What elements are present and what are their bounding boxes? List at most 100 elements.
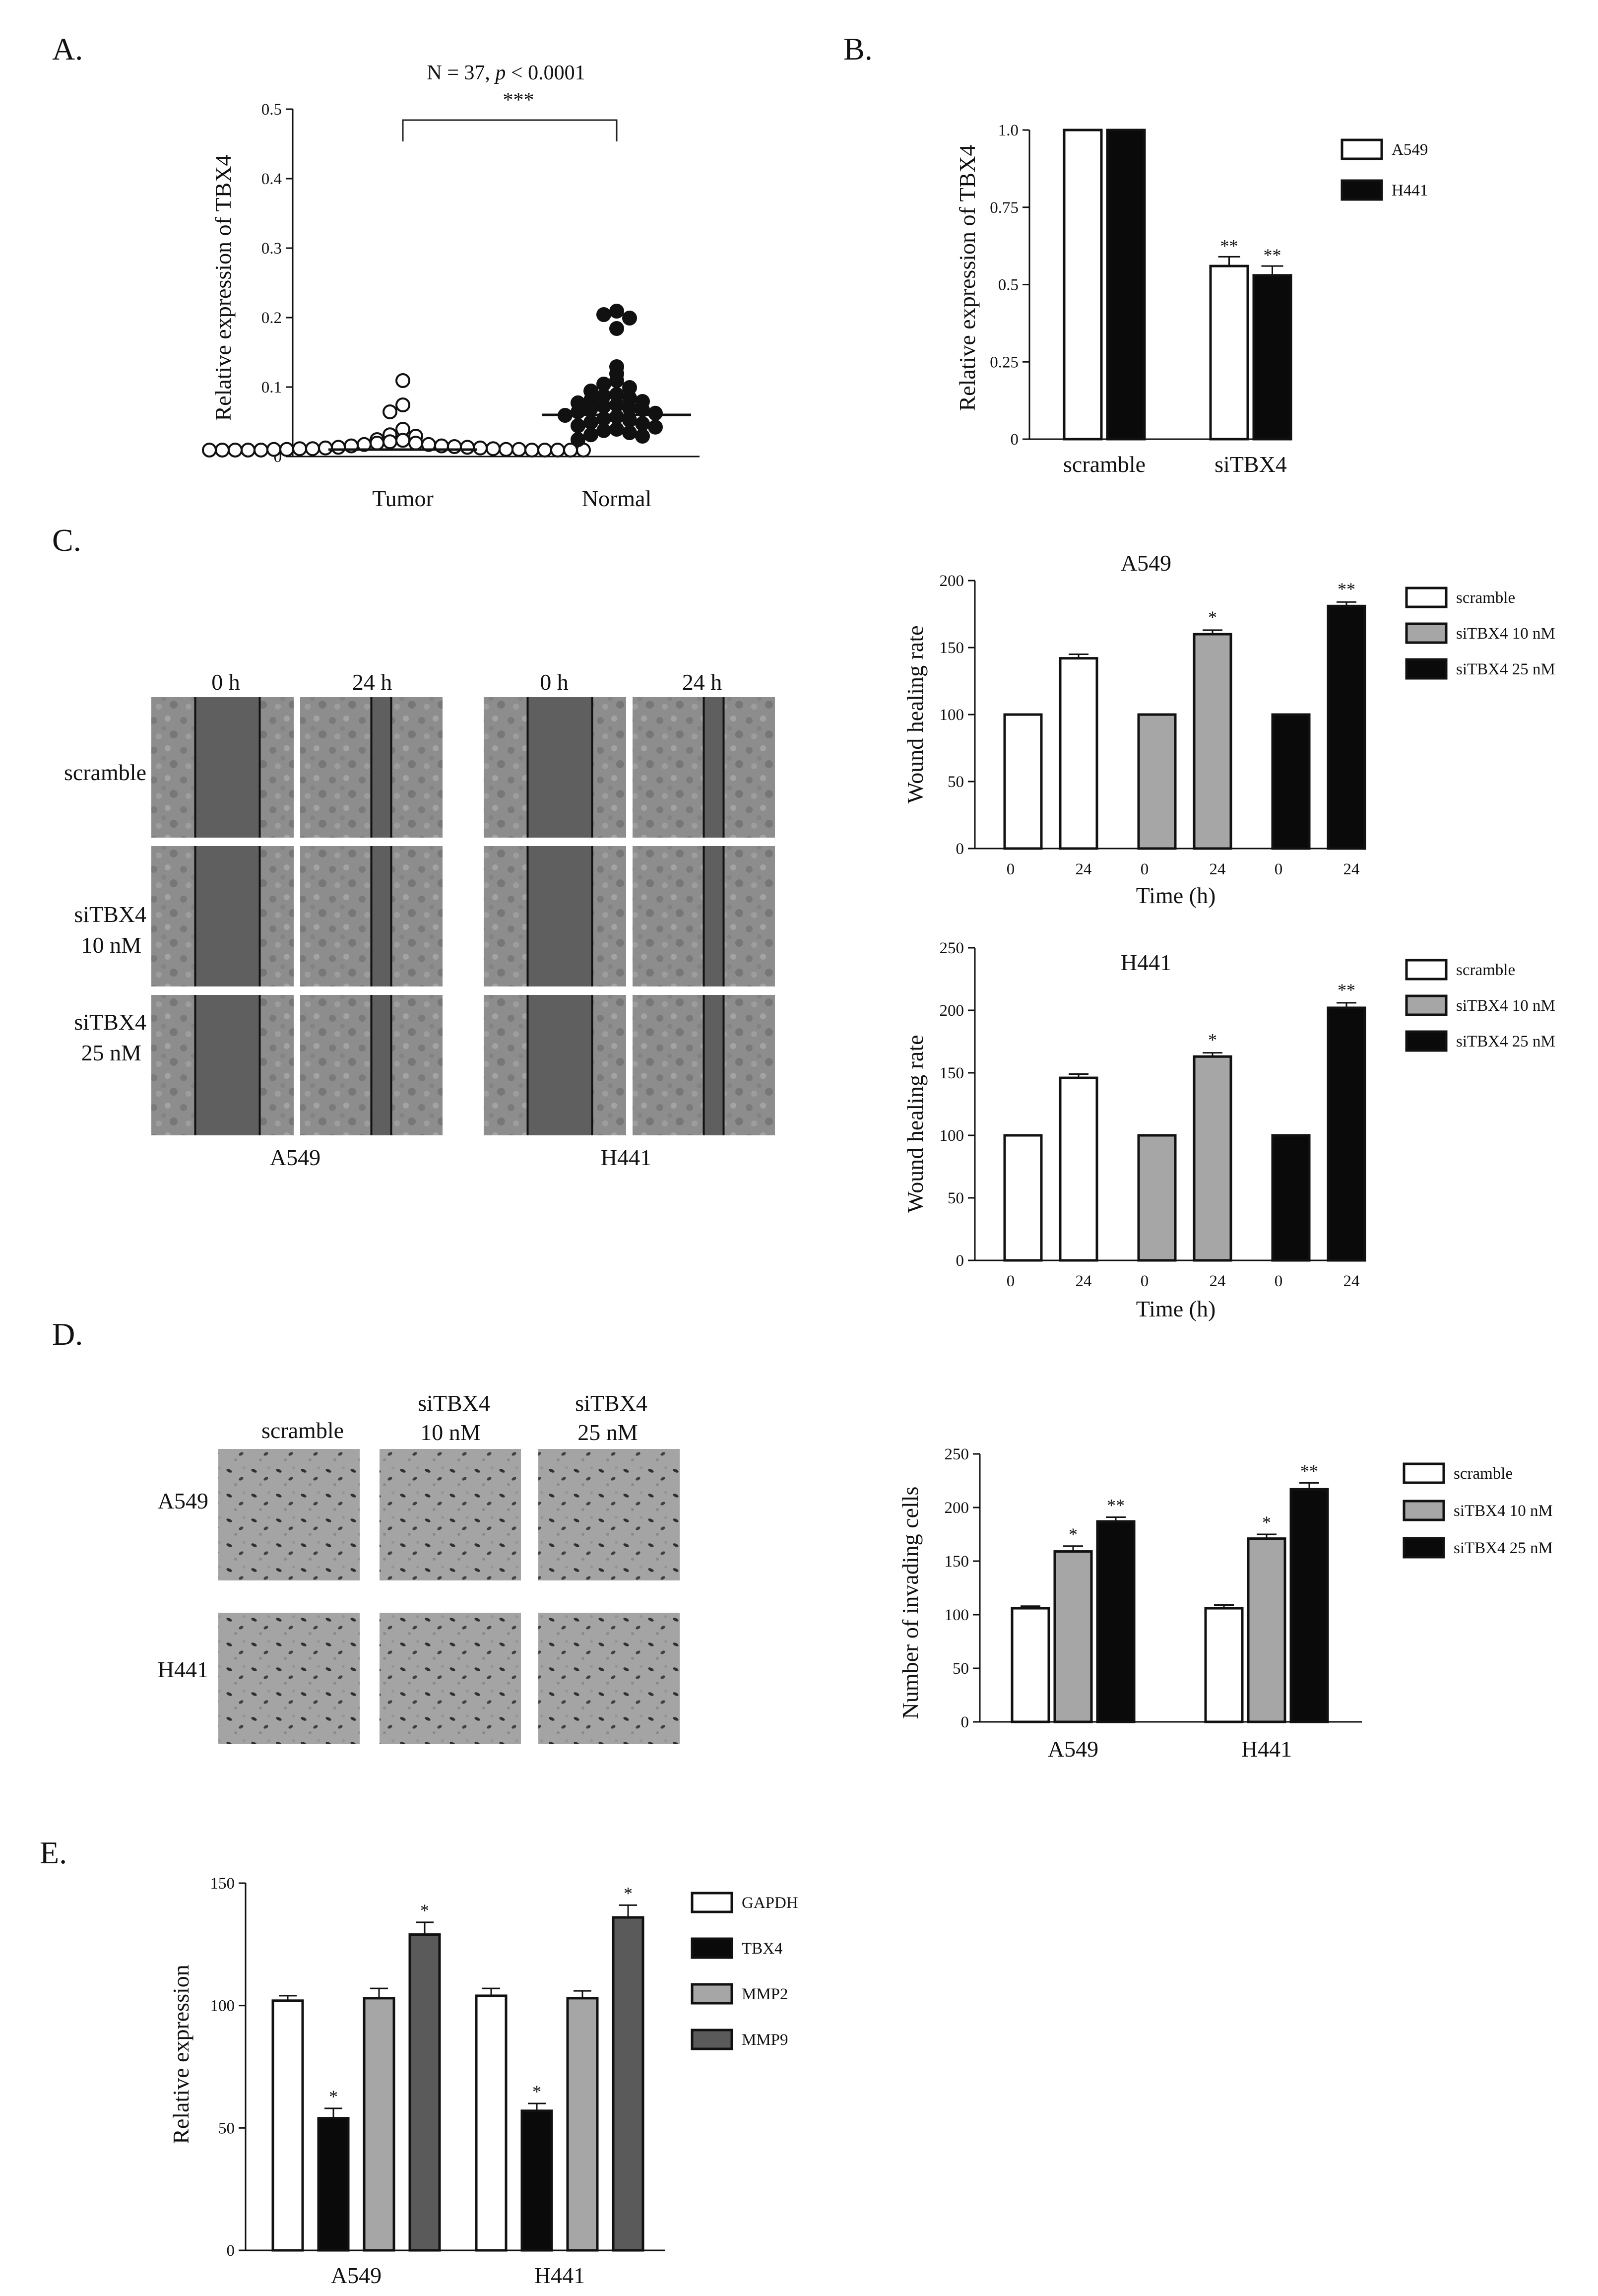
panel-d-y-tick-label: 100 — [945, 1606, 969, 1624]
panel-c-a549-significance: ** — [1338, 579, 1355, 599]
wound-gap — [527, 995, 592, 1135]
panel-c-a549-legend-swatch — [1405, 622, 1448, 644]
panel-e-legend-swatch — [691, 1983, 733, 2005]
panel-d-y-tick-label: 50 — [953, 1660, 969, 1678]
invasion-micrograph — [538, 1449, 680, 1580]
wound-gap — [527, 846, 592, 986]
panel-b-ylabel: Relative expression of TBX4 — [955, 145, 980, 411]
panel-c-a549-error-bar — [1337, 601, 1356, 606]
panel-a-point-tumor — [228, 443, 243, 458]
panel-d-error-bar — [1021, 1605, 1040, 1609]
panel-a-y-tick-label: 0.3 — [261, 240, 282, 258]
panel-a-point-tumor — [408, 436, 423, 451]
panel-d-legend-swatch — [1403, 1500, 1445, 1521]
panel-d-legend-label: scramble — [1454, 1465, 1513, 1483]
panel-c-a549-x-tick-label: 0 — [1007, 860, 1015, 878]
panel-e-significance: * — [420, 1901, 429, 1920]
panel-b-bar — [1063, 129, 1103, 441]
panel-d-y-tick-label: 150 — [945, 1553, 969, 1571]
panel-d-bar — [1247, 1537, 1286, 1723]
panel-e-bar — [566, 1997, 599, 2252]
panel-c-h441-x-tick-label: 24 — [1210, 1272, 1226, 1290]
panel-a-point-tumor — [460, 440, 475, 455]
panel-c-a549-legend-label: scramble — [1456, 589, 1515, 607]
panel-d-category-label: H441 — [1241, 1736, 1292, 1762]
panel-c-a549-bar — [1003, 713, 1043, 850]
micro-c-row-label: 25 nM — [81, 1040, 141, 1065]
panel-e-legend-label: MMP2 — [742, 1985, 788, 2003]
panel-c-h441-bar — [1271, 1134, 1311, 1262]
panel-a-category-label: Tumor — [372, 486, 434, 511]
panel-d-bar — [1096, 1520, 1136, 1723]
panel-e-error-bar — [279, 1995, 297, 2001]
invasion-micrograph — [218, 1613, 360, 1744]
panel-c-h441-legend-swatch — [1405, 994, 1448, 1016]
micro-d-col-label: siTBX4 — [575, 1390, 647, 1416]
panel-d-bar — [1289, 1488, 1329, 1723]
wound-gap — [527, 697, 592, 838]
panel-c-a549-xlabel: Time (h) — [1136, 883, 1216, 908]
panel-a-point-normal — [635, 429, 650, 444]
panel-a-point-tumor — [241, 443, 256, 458]
panel-a-point-normal — [596, 398, 611, 414]
panel-d-error-bar — [1106, 1516, 1126, 1522]
panel-a-point-tumor — [395, 373, 410, 388]
panel-a-point-tumor — [499, 442, 513, 457]
panel-e-error-bar — [482, 1987, 500, 1996]
panel-a-point-normal — [622, 425, 637, 440]
micro-c-row-label: siTBX4 — [74, 902, 146, 927]
panel-label-b: B. — [843, 31, 873, 66]
panel-a-point-normal — [571, 432, 585, 447]
panel-label-c: C. — [52, 523, 81, 558]
panel-d-error-bar — [1257, 1533, 1277, 1539]
panel-a-point-normal — [609, 422, 624, 437]
invasion-micrograph — [380, 1449, 521, 1580]
panel-d-error-bar — [1214, 1604, 1234, 1609]
panel-d-bar — [1053, 1550, 1093, 1723]
panel-label-e: E. — [40, 1835, 67, 1870]
panel-e-legend-label: GAPDH — [742, 1894, 798, 1912]
panel-c-h441-x-tick-label: 24 — [1076, 1272, 1092, 1290]
panel-c-a549-title: A549 — [1121, 550, 1171, 576]
micro-d-col-label: 25 nM — [577, 1420, 638, 1445]
panel-e-legend-swatch — [691, 2029, 733, 2050]
panel-label-d: D. — [52, 1316, 83, 1352]
panel-c-a549-y-tick-label: 100 — [940, 706, 964, 724]
panel-e-significance: * — [329, 2087, 338, 2106]
panel-c-a549-x-tick-label: 24 — [1076, 860, 1092, 878]
panel-e-bar — [271, 1999, 304, 2252]
panel-d-significance: * — [1262, 1512, 1271, 1532]
panel-a-point-normal — [648, 419, 663, 435]
panel-d-bar — [1204, 1607, 1244, 1723]
panel-e-error-bar — [528, 2102, 546, 2111]
panel-b-category-label: scramble — [1063, 452, 1146, 477]
panel-a-point-tumor — [279, 442, 294, 457]
panel-e-error-bar — [324, 2107, 342, 2118]
micro-c-time-label: 0 h — [211, 669, 240, 695]
panel-b-significance: ** — [1220, 236, 1238, 256]
wound-gap — [371, 846, 391, 986]
panel-b-legend-swatch — [1341, 179, 1383, 201]
panel-a-significance: *** — [503, 89, 534, 112]
panel-a-point-normal — [622, 311, 637, 326]
wound-gap — [371, 995, 391, 1135]
panel-a-point-normal — [583, 401, 598, 416]
panel-c-h441-x-tick-label: 0 — [1007, 1272, 1015, 1290]
panel-a-point-tumor — [292, 441, 307, 457]
panel-a-point-normal — [609, 373, 624, 388]
invasion-micrograph — [538, 1613, 680, 1744]
panel-a-point-normal — [609, 321, 624, 336]
panel-b-y-tick-label: 0.25 — [990, 353, 1019, 371]
panel-c-a549-chart: A549 Wound healing rate Time (h) 0 50 100 1… — [902, 550, 1555, 908]
panel-e-legend-swatch — [691, 1892, 733, 1913]
wound-gap — [703, 697, 724, 838]
panel-e-bar — [520, 2109, 553, 2252]
panel-e-y-tick-label: 100 — [210, 1997, 235, 2015]
panel-c-h441-legend-label: siTBX4 25 nM — [1456, 1033, 1555, 1050]
panel-e-y-tick-label: 50 — [218, 2119, 235, 2137]
panel-c-h441-x-tick-label: 0 — [1275, 1272, 1283, 1290]
panel-d-bar — [1011, 1607, 1050, 1723]
micro-c-row-label: scramble — [64, 760, 146, 785]
panel-b-y-tick-label: 0.5 — [998, 276, 1019, 294]
panel-c-h441-bar — [1193, 1055, 1232, 1262]
